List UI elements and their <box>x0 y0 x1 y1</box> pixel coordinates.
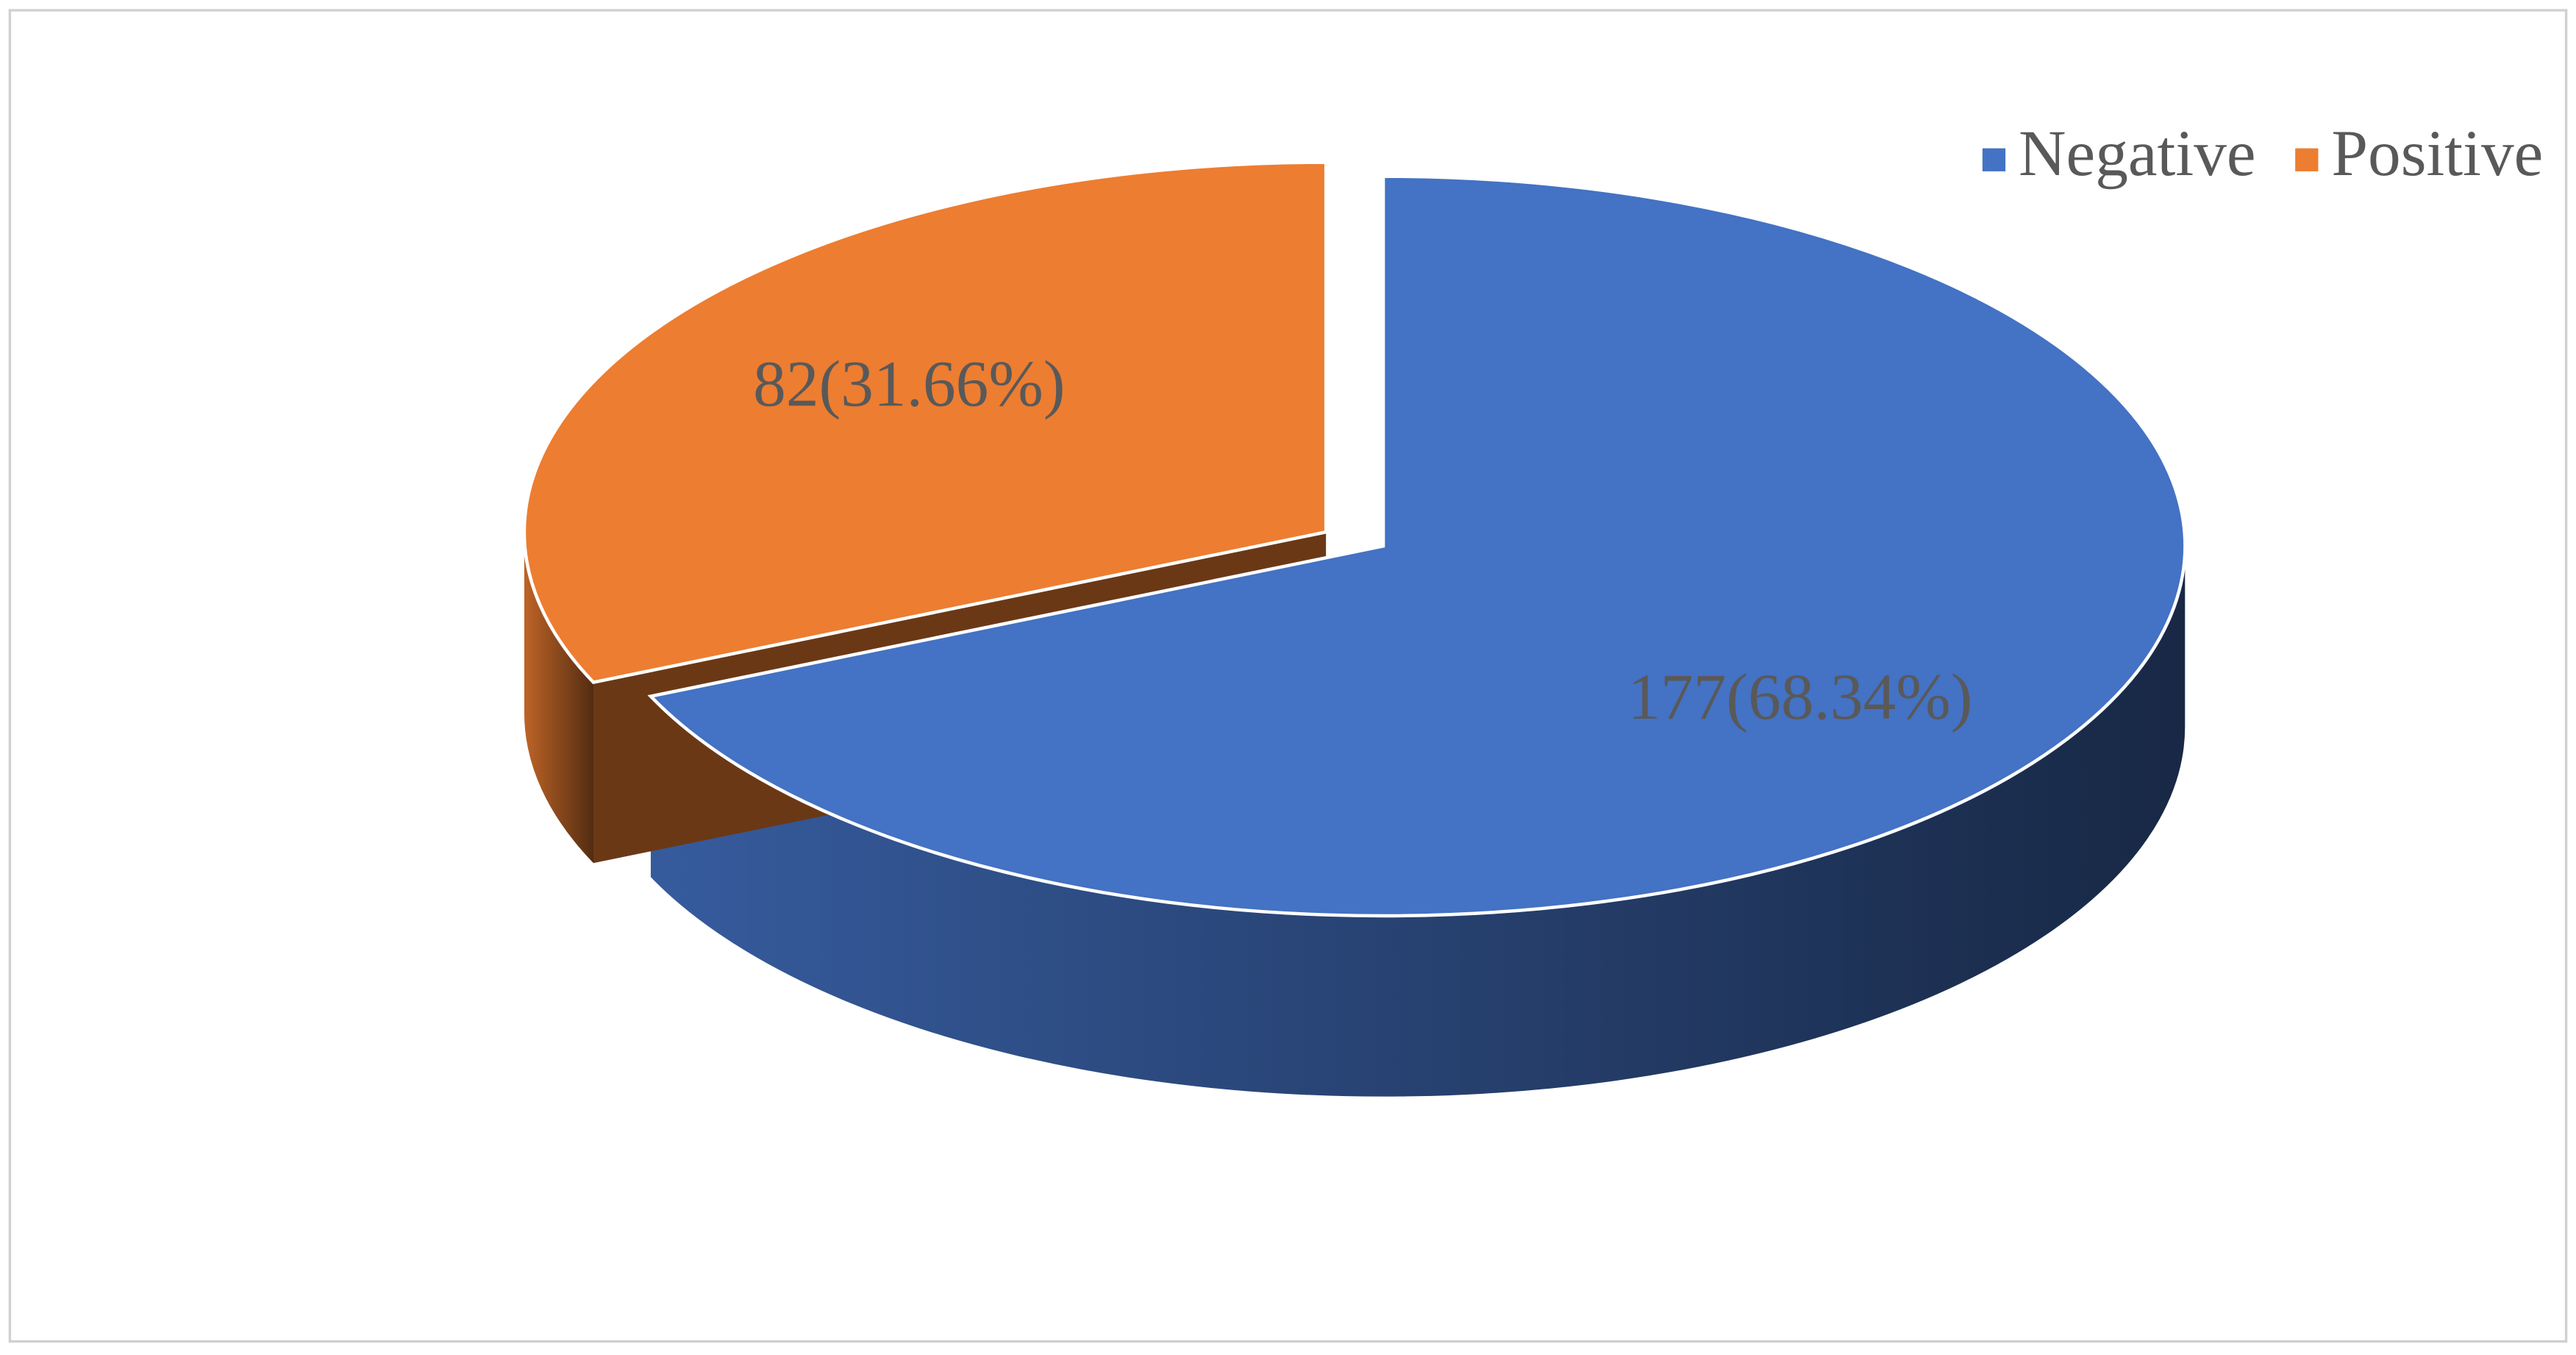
data-label: 177(68.34%) <box>1627 661 1972 733</box>
slice-side <box>524 532 593 864</box>
data-label: 82(31.66%) <box>753 348 1065 421</box>
pie-slice <box>647 174 2187 918</box>
legend-label: Negative <box>2019 117 2256 190</box>
data-labels: 177(68.34%) 82(31.66%) <box>753 348 1972 734</box>
legend-swatch <box>1982 148 2006 171</box>
legend-swatch <box>2295 148 2319 171</box>
pie-tops <box>522 160 2187 918</box>
legend-label: Positive <box>2331 117 2543 190</box>
legend: Positive Negative <box>1982 117 2543 190</box>
slice-side <box>650 546 2186 1097</box>
pie-slice <box>522 160 1328 684</box>
